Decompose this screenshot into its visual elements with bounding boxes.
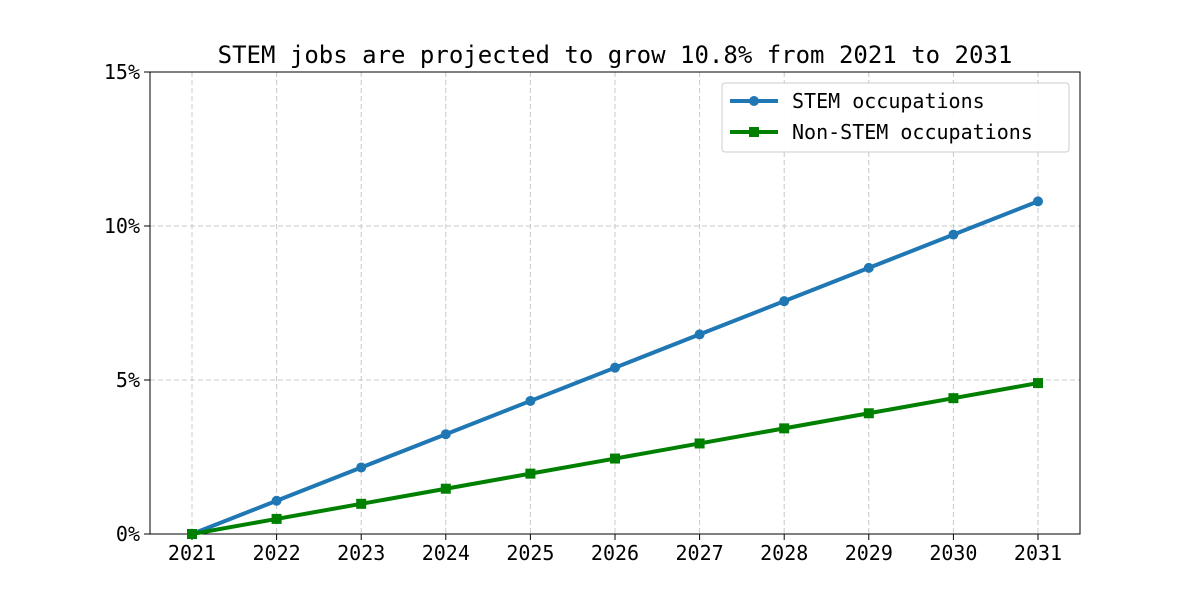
x-tick-label: 2022 [253,541,301,565]
data-point-circle [525,395,536,406]
data-point-square [525,468,536,479]
data-point-square [440,483,451,494]
x-tick-label: 2030 [929,541,977,565]
x-tick-label: 2025 [506,541,554,565]
data-point-circle [1033,196,1043,207]
x-tick-label: 2031 [1014,541,1062,565]
legend-marker-square [749,127,759,137]
axes: 2021 2022 2023 2024 2025 2026 2027 2028 2029 2030… [104,60,1081,565]
data-point-square [1033,378,1043,389]
data-point-circle [779,296,790,307]
data-point-circle [271,495,282,506]
x-tick-label: 2021 [168,541,216,565]
y-tick-label: 0% [116,522,140,546]
y-tick-label: 5% [116,368,140,392]
x-tick-label: 2023 [337,541,385,565]
legend-box [721,82,1070,153]
data-point-square [863,408,874,419]
data-point-circle [863,262,874,273]
data-point-square [271,513,282,524]
x-tick-label: 2024 [422,541,470,565]
legend-label: Non-STEM occupations [792,120,1033,144]
x-tick-label: 2027 [676,541,724,565]
data-point-square [187,529,197,539]
data-point-square [610,453,620,464]
legend-marker-circle [749,96,759,106]
chart-title: STEM jobs are projected to grow 10.8% fr… [218,41,1013,69]
data-point-square [694,438,705,449]
data-point-square [779,423,790,434]
series-0 [187,196,1043,539]
x-tick-label: 2028 [760,541,808,565]
data-point-circle [610,362,620,373]
y-tick-label: 10% [104,214,140,238]
data-point-circle [694,329,705,340]
data-point-square [356,498,367,509]
data-point-circle [948,229,959,240]
legend: STEM occupations Non-STEM occupations [721,82,1070,153]
data-point-circle [440,429,451,440]
data-point-square [948,393,959,404]
series-layer [187,196,1043,539]
y-tick-label: 15% [104,60,140,84]
data-point-circle [356,462,367,473]
series-1 [187,378,1043,539]
x-tick-label: 2029 [845,541,893,565]
x-tick-label: 2026 [591,541,639,565]
legend-label: STEM occupations [792,89,985,113]
